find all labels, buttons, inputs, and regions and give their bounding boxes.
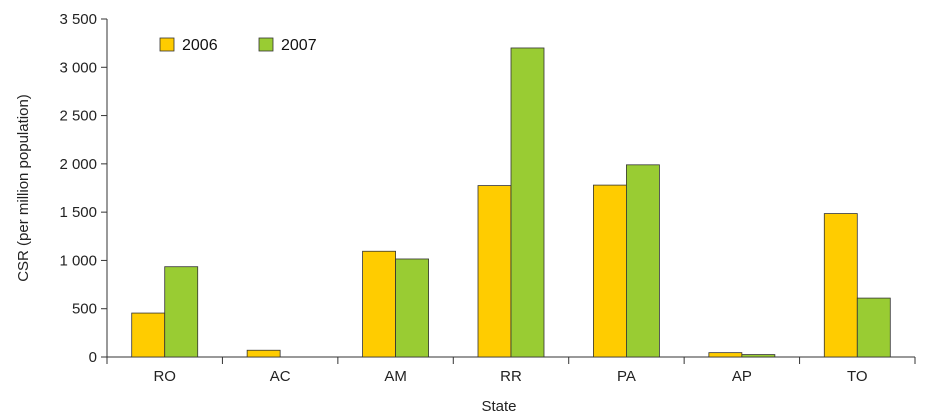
bar-2006-RR — [477, 185, 512, 358]
y-tick-label: 3 500 — [59, 11, 97, 28]
bar-2007-AM — [395, 258, 429, 358]
y-axis: 0 500 1 000 1 500 2 000 2 500 3 000 3 500 — [59, 11, 108, 366]
y-tick-label: 2 000 — [59, 156, 97, 173]
bar-2006-RO — [131, 312, 166, 358]
x-tick-label: TO — [847, 368, 868, 385]
bar-2006-TO — [823, 213, 858, 358]
y-tick-label: 2 500 — [59, 108, 97, 125]
legend-swatch-2006 — [159, 37, 175, 52]
y-tick-label: 0 — [89, 349, 97, 366]
bar-2007-AP — [741, 354, 776, 358]
bar-2007-RO — [164, 266, 199, 358]
x-axis-title: State — [481, 398, 516, 415]
x-tick-label: AM — [384, 368, 407, 385]
bar-2006-AM — [362, 250, 396, 358]
y-axis-title: CSR (per million population) — [15, 94, 32, 282]
y-tick-label: 1 000 — [59, 252, 97, 269]
legend-label-2007: 2007 — [281, 37, 317, 54]
bar-2006-AP — [708, 352, 743, 358]
y-tick-label: 500 — [72, 301, 97, 318]
bars — [131, 47, 891, 358]
x-tick-label: RR — [500, 368, 522, 385]
bar-2007-PA — [626, 164, 660, 358]
bar-2007-TO — [856, 297, 891, 358]
x-tick-label: AP — [732, 368, 752, 385]
bar-2006-PA — [593, 184, 627, 358]
bar-2006-AC — [246, 349, 281, 358]
y-tick-label: 1 500 — [59, 204, 97, 221]
x-tick-label: AC — [270, 368, 291, 385]
x-tick-label: PA — [617, 368, 636, 385]
legend: 2006 2007 — [159, 37, 317, 54]
bar-2007-RR — [510, 47, 545, 358]
legend-swatch-2007 — [258, 37, 274, 52]
y-tick-label: 3 000 — [59, 59, 97, 76]
x-tick-label: RO — [153, 368, 176, 385]
legend-label-2006: 2006 — [182, 37, 218, 54]
x-axis: RO AC AM RR PA AP TO — [106, 356, 916, 385]
